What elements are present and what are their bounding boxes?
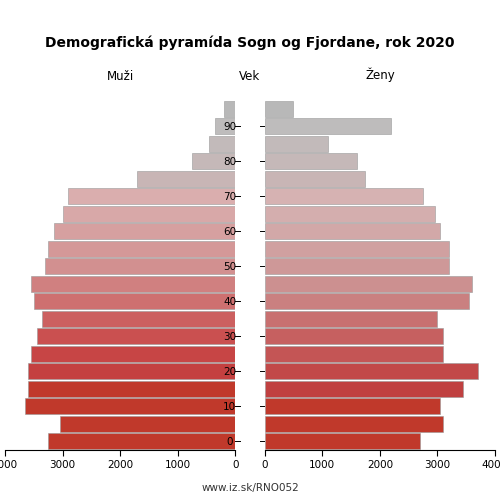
Bar xyxy=(264,328,443,344)
Bar xyxy=(31,276,236,291)
Bar xyxy=(264,241,449,256)
Bar xyxy=(46,258,236,274)
Bar xyxy=(138,171,235,186)
Text: Vek: Vek xyxy=(240,70,260,82)
Bar xyxy=(25,398,236,414)
Bar xyxy=(264,364,478,379)
Bar xyxy=(54,224,236,239)
Bar xyxy=(60,416,236,432)
Bar xyxy=(264,258,449,274)
Text: Ženy: Ženy xyxy=(365,68,395,82)
Bar xyxy=(264,294,469,309)
Bar xyxy=(28,381,236,396)
Bar xyxy=(264,224,440,239)
Bar xyxy=(34,294,235,309)
Bar xyxy=(224,101,235,116)
Bar xyxy=(264,311,438,326)
Bar xyxy=(264,101,294,116)
Bar xyxy=(62,206,236,222)
Bar xyxy=(36,328,235,344)
Bar xyxy=(28,364,236,379)
Bar xyxy=(192,154,236,169)
Bar xyxy=(48,241,236,256)
Bar xyxy=(264,381,464,396)
Bar xyxy=(68,188,235,204)
Bar xyxy=(264,276,472,291)
Bar xyxy=(48,434,236,449)
Bar xyxy=(264,136,328,152)
Bar xyxy=(264,434,420,449)
Text: Demografická pyramída Sogn og Fjordane, rok 2020: Demografická pyramída Sogn og Fjordane, … xyxy=(45,35,455,50)
Bar xyxy=(264,154,357,169)
Bar xyxy=(264,188,423,204)
Bar xyxy=(264,171,366,186)
Text: Muži: Muži xyxy=(106,70,134,82)
Bar xyxy=(264,398,440,414)
Bar xyxy=(31,346,236,362)
Bar xyxy=(264,118,392,134)
Bar xyxy=(264,206,434,222)
Bar xyxy=(210,136,236,152)
Bar xyxy=(42,311,235,326)
Bar xyxy=(264,416,443,432)
Text: www.iz.sk/RNO052: www.iz.sk/RNO052 xyxy=(201,482,299,492)
Bar xyxy=(264,346,443,362)
Bar xyxy=(215,118,236,134)
